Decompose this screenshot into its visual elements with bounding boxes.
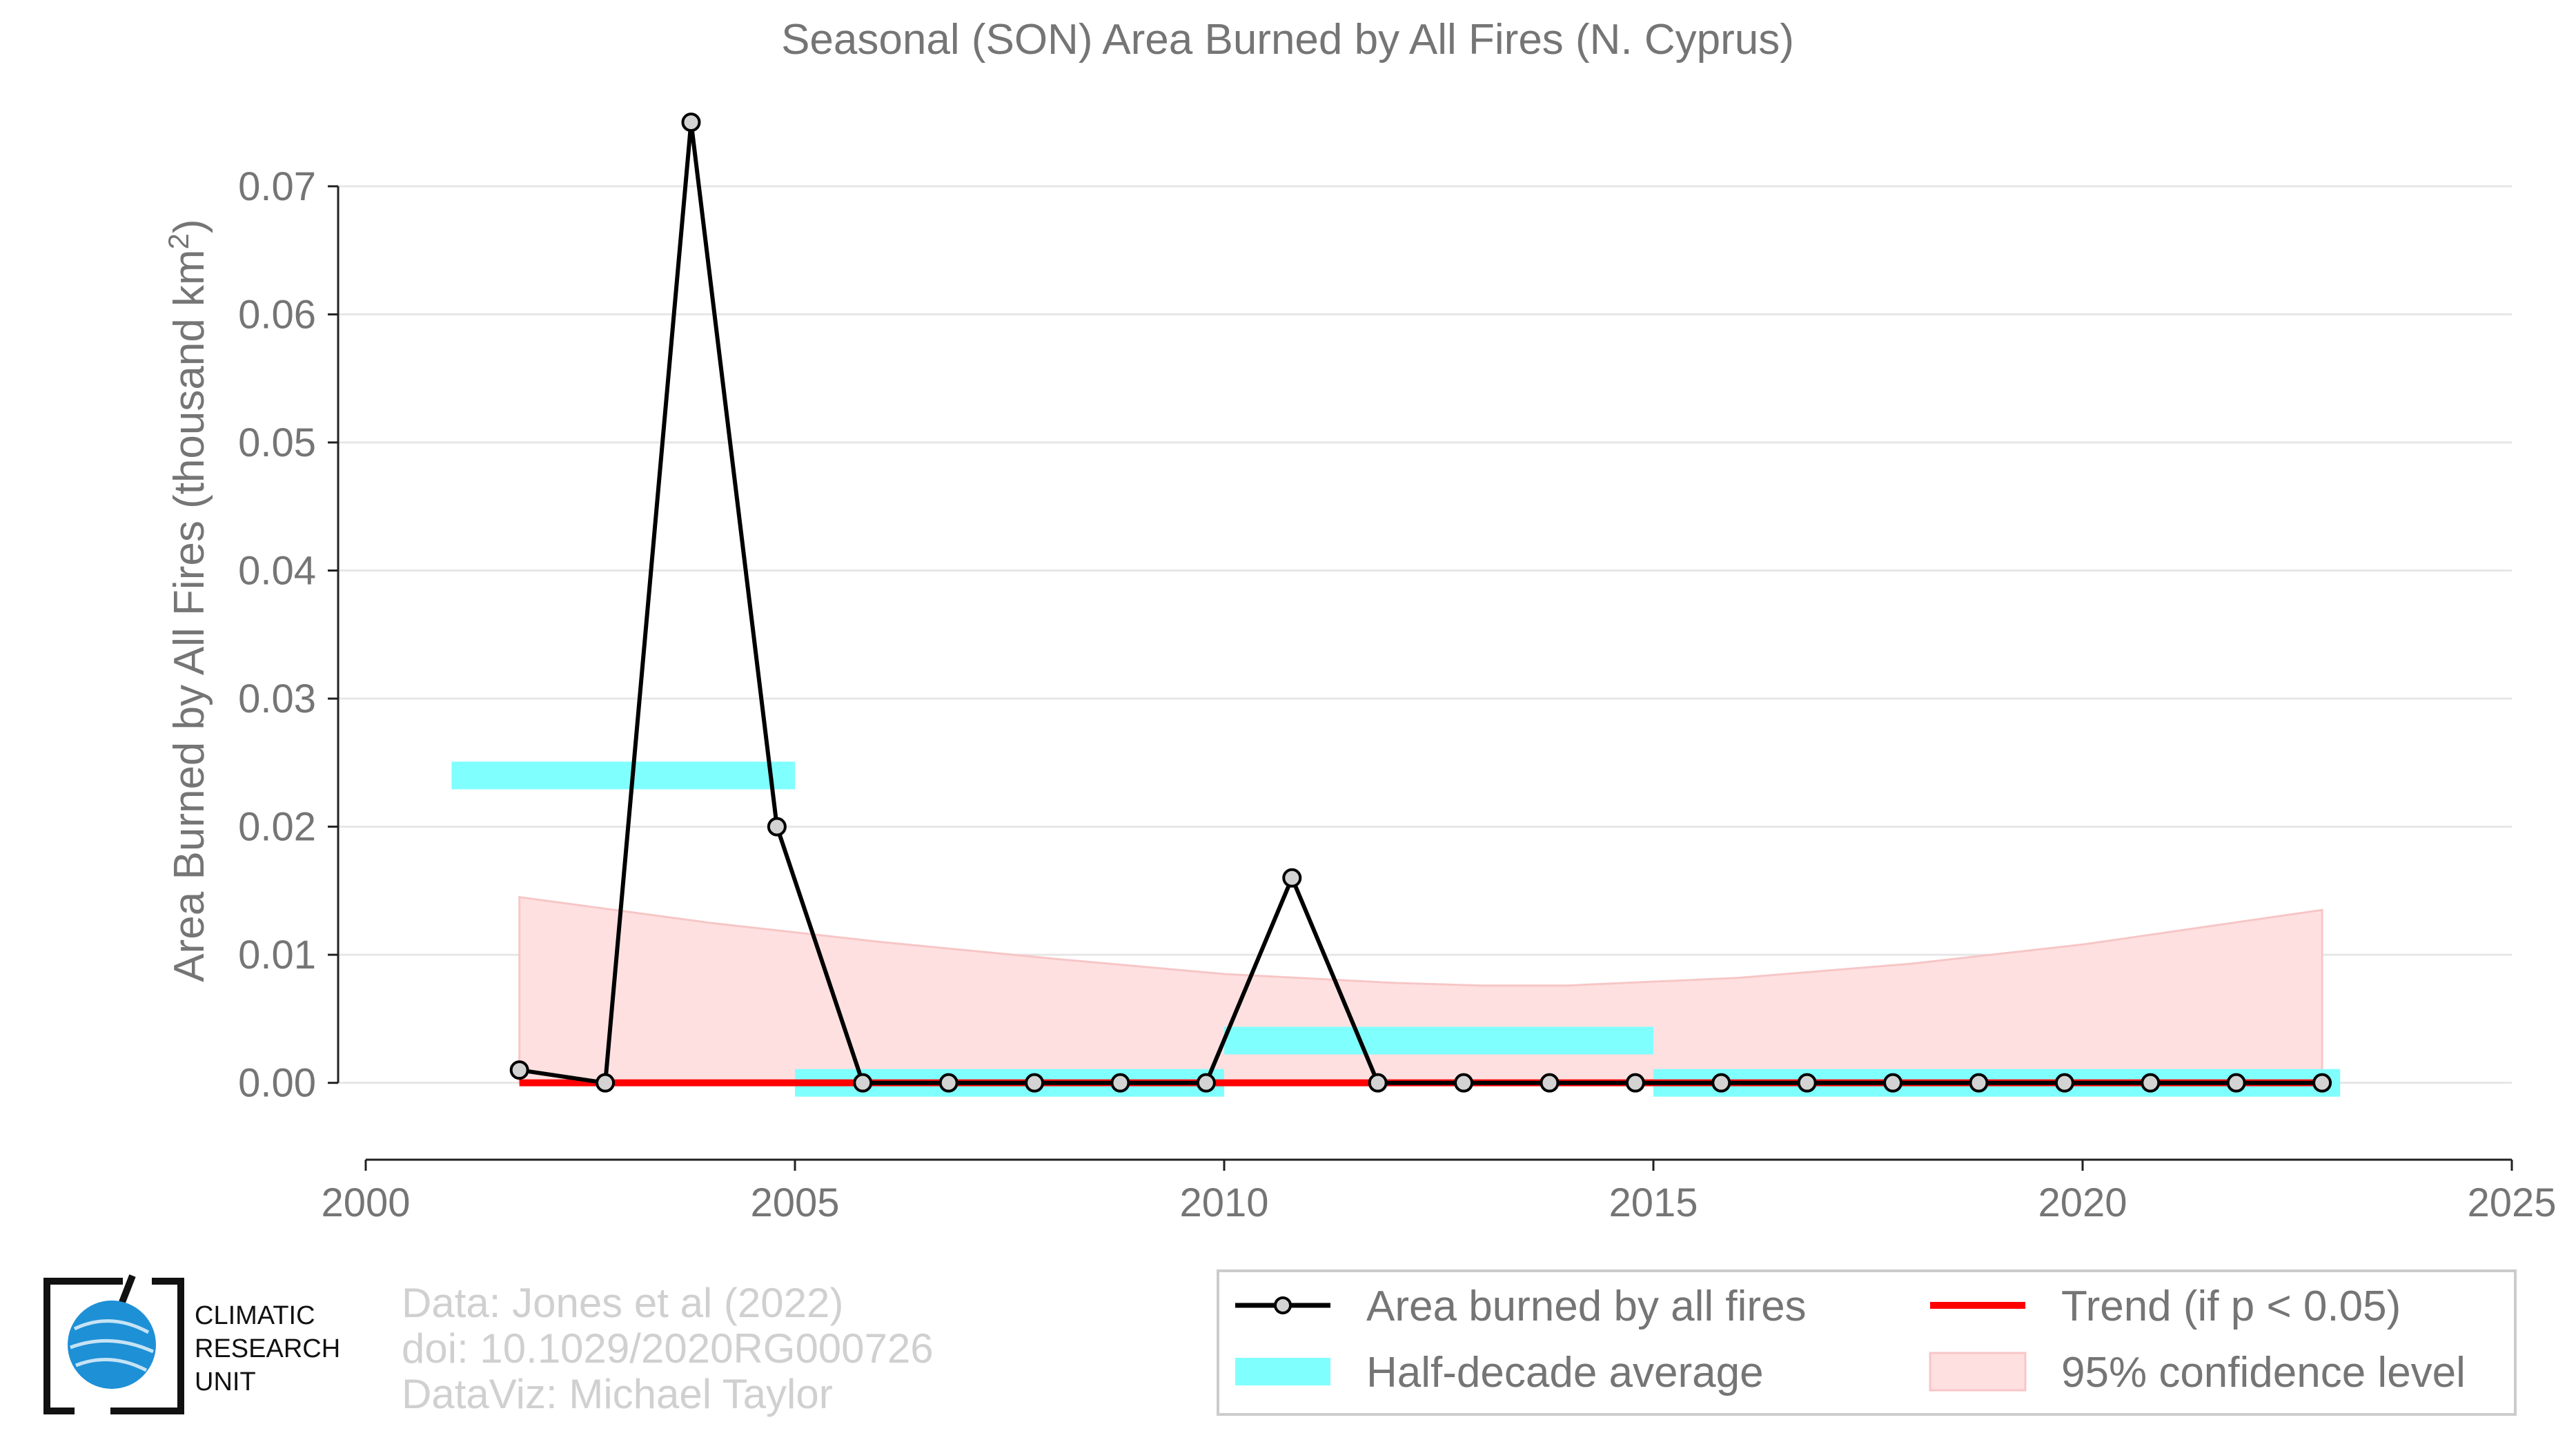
series-point-1: [596, 1073, 616, 1093]
series-point-7: [1110, 1073, 1130, 1093]
series-layer: [509, 113, 2332, 1093]
series-point-19: [2141, 1073, 2161, 1093]
confidence-band: [518, 895, 2323, 1084]
x-tick-label-2: 2010: [1179, 1180, 1268, 1225]
ticks: 0.00 0.01 0.02 0.03 0.04 0.05 0.06 0.07 2000 2005…: [238, 164, 2556, 1225]
confidence-band-area: [518, 895, 2323, 1084]
cru-logo: CLIMATIC RESEARCH UNIT: [43, 1274, 340, 1414]
series-point-20: [2226, 1073, 2246, 1093]
series-point-8: [1196, 1073, 1216, 1093]
half-decade-bar-2: [1224, 1026, 1653, 1055]
y-axis-label-superscript: 2: [162, 233, 195, 249]
logo-text-line2: RESEARCH: [195, 1334, 340, 1363]
y-tick-label-5: 0.05: [238, 420, 316, 465]
logo-text-line1: CLIMATIC: [195, 1301, 315, 1330]
series-point-4: [853, 1073, 873, 1093]
series-point-14: [1711, 1073, 1731, 1093]
x-tick-label-4: 2020: [2038, 1180, 2127, 1225]
series-line: [519, 120, 2323, 1085]
series-point-0: [509, 1060, 529, 1080]
series-point-11: [1454, 1073, 1474, 1093]
legend-label-trend: Trend (if p < 0.05): [2061, 1283, 2401, 1330]
y-tick-label-0: 0.00: [238, 1061, 316, 1106]
legend-label-series: Area burned by all fires: [1366, 1283, 1807, 1330]
y-tick-label-7: 0.07: [238, 164, 316, 209]
series-point-15: [1797, 1073, 1817, 1093]
series-point-17: [1969, 1073, 1989, 1093]
series-point-2: [681, 113, 701, 133]
logo-bracket-right: [110, 1278, 184, 1414]
legend-symbol-confidence: [1929, 1352, 2027, 1392]
y-axis-label-main: Area Burned by All Fires (thousand km: [166, 249, 213, 982]
y-axis-label-end: ): [166, 219, 213, 233]
series-point-21: [2312, 1073, 2332, 1093]
x-tick-label-0: 2000: [321, 1180, 410, 1225]
y-axis-label: Area Burned by All Fires (thousand km2): [162, 219, 213, 982]
series-point-10: [1368, 1073, 1388, 1093]
series-point-16: [1883, 1073, 1903, 1093]
series-point-18: [2054, 1073, 2074, 1093]
credit-doi: doi: 10.1029/2020RG000726: [402, 1325, 934, 1372]
half-decade-bar-0: [451, 761, 795, 790]
legend-symbol-series-marker: [1274, 1296, 1292, 1314]
y-tick-label-6: 0.06: [238, 292, 316, 337]
logo-text-line3: UNIT: [195, 1367, 256, 1396]
credit-data: Data: Jones et al (2022): [402, 1280, 843, 1326]
series-point-9: [1282, 868, 1302, 888]
legend: Area burned by all fires Half-decade ave…: [1217, 1269, 2517, 1416]
legend-symbol-half-decade: [1235, 1358, 1330, 1385]
series-point-5: [938, 1073, 958, 1093]
x-tick-label-1: 2005: [750, 1180, 839, 1225]
series-point-3: [767, 817, 787, 837]
series-point-12: [1540, 1073, 1560, 1093]
y-tick-label-4: 0.04: [238, 549, 316, 594]
y-tick-label-3: 0.03: [238, 676, 316, 721]
globe-icon-swirl: [70, 1319, 155, 1372]
x-tick-label-5: 2025: [2467, 1180, 2556, 1225]
axes: [337, 186, 2512, 1161]
logo-bracket-left: [43, 1278, 123, 1414]
series-point-13: [1625, 1073, 1645, 1093]
legend-box: [1217, 1269, 2517, 1416]
series-point-6: [1025, 1073, 1045, 1093]
chart-title: Seasonal (SON) Area Burned by All Fires …: [781, 16, 1794, 64]
x-tick-label-3: 2015: [1609, 1180, 1698, 1225]
y-tick-label-1: 0.01: [238, 933, 316, 977]
y-tick-label-2: 0.02: [238, 805, 316, 850]
credit-dataviz: DataViz: Michael Taylor: [402, 1371, 833, 1417]
legend-label-confidence: 95% confidence level: [2061, 1349, 2466, 1396]
legend-label-half-decade: Half-decade average: [1366, 1349, 1764, 1396]
